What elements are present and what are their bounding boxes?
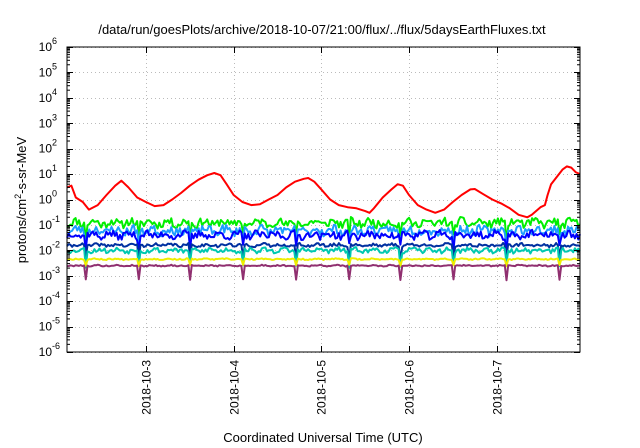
- series-line-7: [66, 257, 581, 268]
- y-tick-exponent: -5: [52, 316, 60, 326]
- y-tick-exponent: 1: [52, 163, 57, 173]
- series-line-6: [66, 246, 581, 269]
- y-tick-exponent: -3: [52, 265, 60, 275]
- y-tick-exponent: 0: [52, 189, 57, 199]
- y-tick-label: 10: [39, 65, 53, 79]
- y-tick-label: 10: [39, 243, 53, 257]
- x-tick-label: 2018-10-7: [491, 360, 505, 415]
- y-tick-exponent: 3: [52, 112, 57, 122]
- y-tick-exponent: -1: [52, 214, 60, 224]
- y-tick-label: 10: [39, 193, 53, 207]
- chart-title: /data/run/goesPlots/archive/2018-10-07/2…: [98, 22, 546, 37]
- y-tick-exponent: -4: [52, 290, 60, 300]
- y-tick-label: 10: [39, 320, 53, 334]
- x-tick-label: 2018-10-6: [403, 360, 417, 415]
- y-tick-exponent: -6: [52, 341, 60, 351]
- y-tick-exponent: 5: [52, 61, 57, 71]
- y-tick-exponent: 4: [52, 87, 57, 97]
- y-tick-label: 10: [39, 294, 53, 308]
- series-line-1: [66, 165, 581, 219]
- series-lines: [66, 165, 581, 282]
- series-line-5: [66, 241, 581, 260]
- series-line-4: [66, 228, 581, 252]
- series-line-8: [66, 263, 581, 282]
- y-tick-label: 10: [39, 91, 53, 105]
- x-axis-ticks: 2018-10-3 2018-10-4 2018-10-5 2018-10-6 2018…: [140, 47, 505, 415]
- x-tick-label: 2018-10-5: [315, 360, 329, 415]
- x-tick-label: 2018-10-3: [140, 360, 154, 415]
- y-tick-label: 10: [39, 167, 53, 181]
- y-tick-label: 10: [39, 116, 53, 130]
- x-tick-label: 2018-10-4: [228, 360, 242, 415]
- y-tick-exponent: 6: [52, 36, 57, 46]
- y-tick-exponent: 2: [52, 138, 57, 148]
- plot-frame: [66, 46, 581, 353]
- y-axis-ticks: 610510410310210110010-110-210-310-410-51…: [39, 36, 580, 359]
- y-tick-label: 10: [39, 269, 53, 283]
- y-tick-label: 10: [39, 40, 53, 54]
- y-tick-label: 10: [39, 345, 53, 359]
- y-tick-label: 10: [39, 218, 53, 232]
- x-axis-label: Coordinated Universal Time (UTC): [223, 430, 422, 445]
- y-tick-label: 10: [39, 142, 53, 156]
- series-line-2: [66, 216, 581, 243]
- grid-lines: [67, 47, 580, 353]
- y-axis-label: protons/cm2-s-sr-MeV: [13, 136, 29, 263]
- y-tick-exponent: -2: [52, 239, 60, 249]
- series-line-3: [66, 223, 581, 249]
